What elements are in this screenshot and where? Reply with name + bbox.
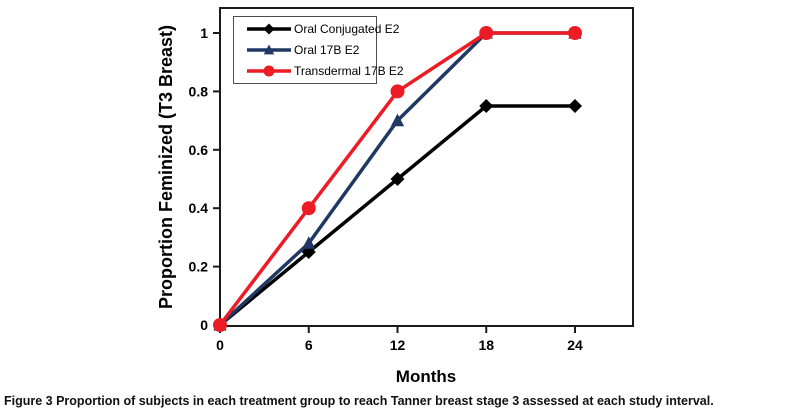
- y-tick-label: 0.4: [189, 200, 209, 216]
- data-point-marker: [390, 84, 405, 99]
- figure-caption-label: Figure 3: [4, 394, 53, 408]
- x-tick-label: 0: [216, 337, 224, 353]
- legend-label: Transdermal 17B E2: [294, 63, 404, 78]
- x-tick-label: 18: [478, 337, 494, 353]
- data-point-marker: [568, 26, 582, 40]
- legend-item: Oral 17B E2: [246, 40, 376, 60]
- data-point-marker: [479, 99, 494, 113]
- legend-swatch-circle-icon: [247, 65, 291, 77]
- data-point-marker: [263, 44, 275, 55]
- chart-legend: Oral Conjugated E2 Oral 17B E2 Transderm…: [233, 16, 404, 84]
- figure-caption-text: Proportion of subjects in each treatment…: [52, 394, 714, 408]
- series-line: [218, 104, 575, 327]
- data-point-marker: [301, 201, 316, 216]
- series-circle: [213, 26, 582, 332]
- data-point-marker: [479, 26, 494, 40]
- legend-item: Transdermal 17B E2: [246, 61, 404, 81]
- y-tick-label: 0.6: [189, 142, 209, 158]
- x-tick-label: 24: [567, 337, 583, 353]
- x-axis-title: Months: [396, 367, 456, 386]
- y-tick-label: 0: [200, 317, 208, 333]
- data-point-marker: [263, 23, 275, 35]
- data-point-marker: [263, 65, 275, 77]
- data-point-marker: [390, 113, 405, 127]
- y-tick-label: 1: [200, 25, 208, 41]
- data-point-marker: [213, 318, 227, 332]
- legend-item: Oral Conjugated E2: [246, 19, 399, 39]
- y-tick-label: 0.2: [189, 259, 209, 275]
- legend-label: Oral Conjugated E2: [294, 22, 400, 37]
- series-diamond: [213, 99, 582, 332]
- y-tick-label: 0.8: [189, 83, 209, 99]
- plot-border: [219, 7, 634, 327]
- x-tick-label: 12: [390, 337, 406, 353]
- y-axis-title: Proportion Feminized (T3 Breast): [156, 25, 176, 309]
- line-chart: Proportion Feminized (T3 Breast) Months …: [156, 7, 634, 386]
- legend-swatch-diamond-icon: [247, 23, 291, 35]
- legend-swatch-triangle-icon: [247, 44, 291, 55]
- x-tick-label: 6: [305, 337, 313, 353]
- data-point-marker: [390, 172, 405, 186]
- legend-label: Oral 17B E2: [294, 42, 360, 57]
- data-point-marker: [302, 236, 316, 249]
- figure-caption: Figure 3 Proportion of subjects in each …: [4, 393, 792, 409]
- data-point-marker: [568, 99, 582, 113]
